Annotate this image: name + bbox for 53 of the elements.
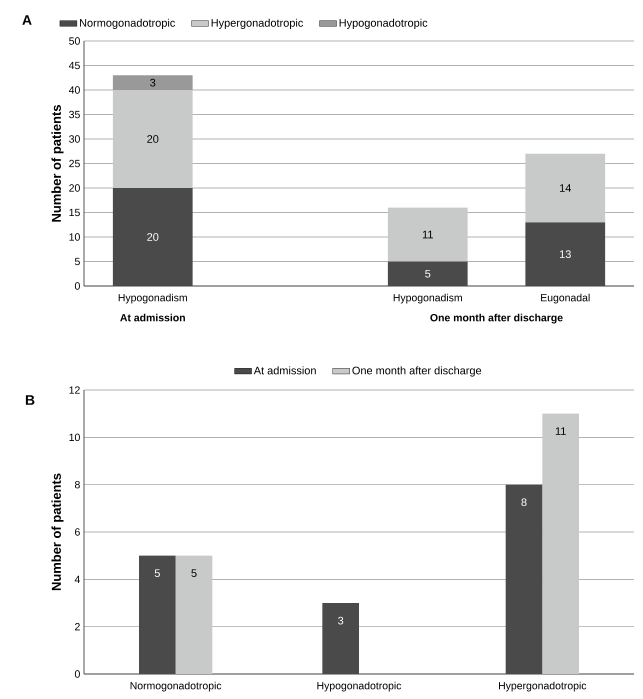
data-label: 5: [425, 270, 430, 278]
bar: [388, 208, 468, 262]
data-label: 20: [147, 135, 158, 143]
y-tick-label: 0: [74, 282, 80, 290]
text: One month after discharge: [430, 314, 563, 324]
y-axis-title: Number of patients: [51, 474, 64, 590]
y-tick-label: 12: [69, 386, 80, 394]
y-tick-label: 6: [75, 528, 80, 536]
data-label: 8: [521, 498, 527, 506]
data-label: 14: [560, 184, 572, 192]
data-label: 11: [556, 427, 566, 435]
bar: [112, 90, 193, 188]
x-tick-label: Hypogonadotropic: [317, 682, 402, 692]
y-tick-label: 0: [74, 670, 80, 678]
y-tick-label: 5: [74, 258, 80, 266]
bar: [112, 75, 193, 90]
y-tick-label: 35: [69, 110, 80, 118]
x-tick-label: Hypogonadism: [118, 294, 187, 304]
y-tick-label: 10: [69, 434, 80, 442]
bar: [525, 154, 606, 222]
legend-label: One month after discharge: [352, 366, 482, 377]
y-tick-label: 45: [68, 62, 80, 70]
data-label: 3: [338, 616, 344, 624]
legend-label: At admission: [254, 366, 316, 374]
data-label: 5: [191, 569, 197, 578]
y-tick-label: 25: [69, 160, 80, 168]
y-tick-label: 15: [69, 208, 80, 216]
data-label: 5: [154, 569, 160, 578]
y-tick-label: 8: [74, 480, 80, 488]
y-tick-label: 4: [74, 576, 80, 583]
x-tick-label: Eugonadal: [541, 294, 590, 304]
bar: [176, 556, 212, 674]
y-tick-label: 10: [69, 233, 80, 241]
y-tick-label: 2: [75, 623, 80, 630]
chart-title: B: [26, 395, 34, 405]
legend-label: Hypogonadotropic: [340, 18, 428, 29]
data-label: 3: [150, 78, 156, 87]
y-tick-label: 20: [69, 184, 80, 192]
legend-label: Hypergonadotropic: [212, 18, 304, 29]
y-axis-title: Number of patients: [51, 105, 64, 222]
y-tick-label: 50: [69, 37, 80, 45]
data-label: 20: [147, 233, 158, 241]
y-tick-label: 40: [68, 86, 80, 94]
x-tick-label: Hypogonadism: [394, 294, 462, 304]
legend-label: Normogonadotropic: [80, 18, 176, 29]
data-label: 11: [422, 230, 433, 238]
x-tick-label: Hypergonadotropic: [499, 682, 586, 692]
bar: [542, 414, 580, 674]
text: At admission: [120, 314, 185, 322]
y-tick-label: 30: [69, 135, 80, 143]
chart-title: A: [22, 15, 32, 25]
data-label: 13: [560, 250, 571, 258]
x-tick-label: Normogonadotropic: [130, 682, 222, 692]
